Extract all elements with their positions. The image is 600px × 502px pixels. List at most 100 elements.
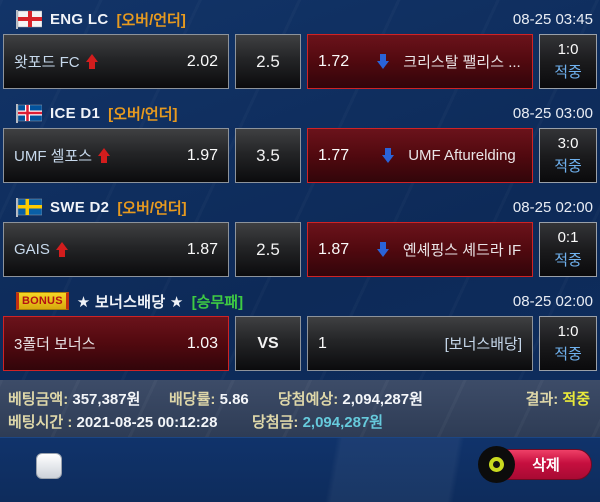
vs-text: VS	[257, 334, 279, 352]
match-datetime: 08-25 02:00	[512, 292, 593, 310]
result-badge: 적중	[554, 346, 582, 363]
home-odds: 1.97	[186, 146, 218, 164]
bonus-name: 3폴더 보너스	[14, 336, 96, 353]
result-badge: 적중	[554, 158, 582, 175]
score-box: 0:1 적중	[539, 222, 597, 277]
win-amount-label: 당첨금:	[252, 414, 299, 431]
market-type: [오버/언더]	[117, 199, 187, 217]
expected-win-label: 당첨예상:	[278, 391, 339, 408]
away-selection-selected[interactable]: 1.72 크리스탈 팰리스 ...	[307, 34, 533, 89]
final-score: 1:0	[557, 323, 579, 340]
line-value: 3.5	[256, 145, 280, 165]
bottom-action-bar: 삭제	[0, 437, 600, 502]
total-odds: 배당률: 5.86	[169, 388, 249, 409]
home-team-name: GAIS	[14, 241, 50, 258]
final-score: 1:0	[557, 41, 579, 58]
match-row: GAIS 1.87 2.5 1.87 옌셰핑스 셰드라 IF 0:1 적중	[0, 222, 600, 277]
section-header: BONUS ★ 보너스배당 ★ [승무패] 08-25 02:00	[0, 286, 600, 316]
bonus-section: BONUS ★ 보너스배당 ★ [승무패] 08-25 02:00 3폴더 보너…	[0, 286, 600, 371]
delete-button-orb-icon	[478, 446, 515, 483]
away-odds: 1.72	[318, 52, 350, 70]
league-name: SWE D2	[50, 198, 110, 216]
home-team-name: UMF 셀포스	[14, 148, 93, 165]
score-box: 3:0 적중	[539, 128, 597, 183]
bonus-odds: 1.03	[186, 334, 218, 352]
away-team-name: UMF Afturelding	[408, 147, 516, 164]
odds-down-arrow-icon	[376, 242, 389, 257]
home-team-name: 왓포드 FC	[14, 54, 80, 71]
line-value: 2.5	[256, 239, 280, 259]
handicap-line[interactable]: 2.5	[235, 222, 301, 277]
bet-amount-value: 357,387원	[72, 391, 141, 408]
match-datetime: 08-25 03:45	[512, 10, 593, 28]
home-odds: 1.87	[186, 240, 218, 258]
line-value: 2.5	[256, 51, 280, 71]
bet-list: ENG LC [오버/언더] 08-25 03:45 왓포드 FC 2.02 2…	[0, 4, 600, 371]
away-selection-selected[interactable]: 1.87 옌셰핑스 셰드라 IF	[307, 222, 533, 277]
match-section-eng: ENG LC [오버/언더] 08-25 03:45 왓포드 FC 2.02 2…	[0, 4, 600, 89]
match-row: 3폴더 보너스 1.03 VS 1 [보너스배당] 1:0 적중	[0, 316, 600, 371]
match-section-ice: ICE D1 [오버/언더] 08-25 03:00 UMF 셀포스 1.97 …	[0, 98, 600, 183]
home-selection[interactable]: 왓포드 FC 2.02	[3, 34, 229, 89]
result-label: 결과:	[525, 391, 559, 408]
iceland-flag-icon	[16, 103, 42, 123]
home-odds: 2.02	[186, 52, 218, 70]
section-header: ENG LC [오버/언더] 08-25 03:45	[0, 4, 600, 34]
select-slip-checkbox[interactable]	[36, 453, 62, 479]
bet-time-label: 베팅시간 :	[8, 414, 73, 431]
odds-down-arrow-icon	[382, 148, 395, 163]
total-odds-value: 5.86	[219, 391, 249, 408]
match-section-swe: SWE D2 [오버/언더] 08-25 02:00 GAIS 1.87 2.5…	[0, 192, 600, 277]
league-name: ENG LC	[50, 10, 109, 28]
match-row: UMF 셀포스 1.97 3.5 1.77 UMF Afturelding 3:…	[0, 128, 600, 183]
away-selection-selected[interactable]: 1.77 UMF Afturelding	[307, 128, 533, 183]
expected-win-value: 2,094,287원	[342, 391, 423, 408]
win-amount: 당첨금: 2,094,287원	[252, 411, 383, 432]
result-badge: 적중	[554, 64, 582, 81]
bet-time-value: 2021-08-25 00:12:28	[76, 414, 218, 431]
away-team-name: 크리스탈 팰리스 ...	[403, 54, 521, 71]
bonus-away-cell[interactable]: 1 [보너스배당]	[307, 316, 533, 371]
league-name: ICE D1	[50, 104, 101, 122]
home-selection[interactable]: GAIS 1.87	[3, 222, 229, 277]
market-type: [오버/언더]	[116, 11, 186, 29]
away-team-name: 옌셰핑스 셰드라 IF	[402, 242, 522, 259]
bonus-away-label: [보너스배당]	[444, 336, 522, 353]
handicap-line[interactable]: 3.5	[235, 128, 301, 183]
bonus-title: ★ 보너스배당 ★	[76, 293, 184, 311]
total-odds-label: 배당률:	[169, 391, 216, 408]
bet-time: 베팅시간 : 2021-08-25 00:12:28	[8, 411, 218, 432]
result-badge: 적중	[554, 252, 582, 269]
home-selection[interactable]: UMF 셀포스 1.97	[3, 128, 229, 183]
odds-down-arrow-icon	[377, 54, 390, 69]
bonus-selection-selected[interactable]: 3폴더 보너스 1.03	[3, 316, 229, 371]
england-flag-icon	[16, 9, 42, 29]
bet-amount-label: 베팅금액:	[8, 391, 69, 408]
section-header: SWE D2 [오버/언더] 08-25 02:00	[0, 192, 600, 222]
away-odds: 1.77	[318, 146, 350, 164]
expected-win: 당첨예상: 2,094,287원	[278, 388, 423, 409]
market-type: [오버/언더]	[108, 105, 178, 123]
bet-summary-panel: 베팅금액: 357,387원 배당률: 5.86 당첨예상: 2,094,287…	[0, 380, 600, 437]
bonus-away-value: 1	[318, 334, 327, 352]
vs-label: VS	[235, 316, 301, 371]
away-odds: 1.87	[318, 240, 350, 258]
result-value: 적중	[562, 391, 590, 408]
bet-amount: 베팅금액: 357,387원	[8, 388, 140, 409]
score-box: 1:0 적중	[539, 34, 597, 89]
market-type: [승무패]	[191, 293, 244, 311]
delete-button[interactable]: 삭제	[478, 446, 592, 483]
odds-up-arrow-icon	[55, 242, 68, 257]
match-datetime: 08-25 03:00	[512, 104, 593, 122]
odds-up-arrow-icon	[85, 54, 98, 69]
bonus-badge-icon: BONUS	[16, 292, 69, 310]
handicap-line[interactable]: 2.5	[235, 34, 301, 89]
final-score: 0:1	[557, 229, 579, 246]
delete-button-label: 삭제	[532, 457, 560, 474]
match-row: 왓포드 FC 2.02 2.5 1.72 크리스탈 팰리스 ... 1:0	[0, 34, 600, 89]
win-amount-value: 2,094,287원	[302, 414, 384, 431]
result-summary: 결과: 적중	[526, 388, 590, 409]
sweden-flag-icon	[16, 197, 42, 217]
section-header: ICE D1 [오버/언더] 08-25 03:00	[0, 98, 600, 128]
